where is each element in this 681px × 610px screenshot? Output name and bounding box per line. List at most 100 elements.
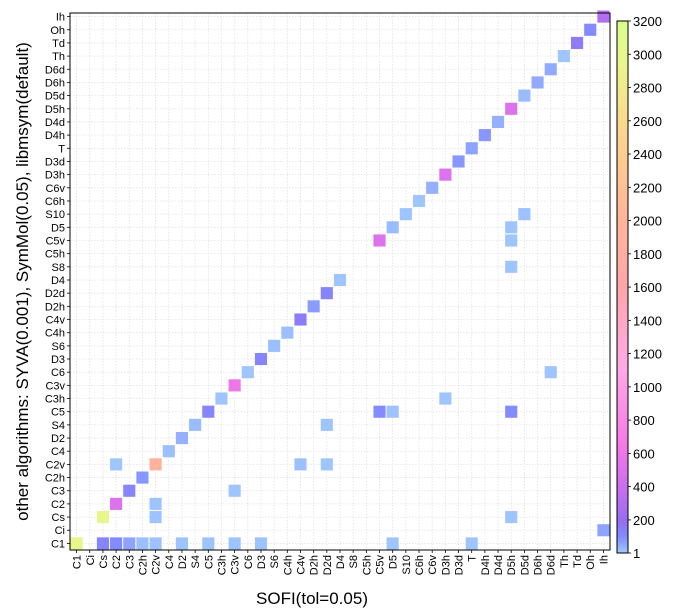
x-tick-label: D4h (480, 555, 492, 575)
heatmap-cell-D5h-C5v (505, 234, 518, 247)
colorbar-tick-label: 2800 (633, 81, 662, 96)
y-tick-label: C4v (45, 315, 65, 327)
x-tick-label: Th (559, 555, 571, 568)
y-tick-label: C6h (45, 196, 65, 208)
x-tick-label: C4v (295, 555, 307, 575)
y-tick-label: D2h (45, 301, 65, 313)
y-tick-label: T (58, 143, 65, 155)
y-tick-label: C3 (51, 486, 65, 498)
heatmap-cell-C2v-C2 (149, 497, 162, 510)
heatmap-cell-D5h-D5 (505, 221, 518, 234)
y-tick-label: C6v (45, 183, 65, 195)
x-tick-label: S4 (190, 555, 202, 568)
x-tick-label: C3v (230, 555, 242, 575)
y-tick-labels: C1CiCsC2C3C2hC2vC4D2S4C5C3hC3vC6D3S6C4hC… (45, 12, 70, 550)
x-tick-label: Ci (85, 555, 97, 565)
x-tick-label: Cs (98, 555, 110, 569)
x-axis-title: SOFI(tol=0.05) (256, 589, 368, 608)
colorbar-tick-label: 1200 (633, 347, 662, 362)
x-tick-label: S8 (348, 555, 360, 568)
heatmap-cell-D5-C5 (386, 405, 399, 418)
x-tick-label: Ih (598, 555, 610, 564)
heatmap-cell-C6h-C6h (412, 194, 426, 208)
y-tick-label: C3v (45, 380, 65, 392)
heatmap-cell-D4h-D4h (478, 129, 491, 142)
x-tick-label: D2h (309, 555, 321, 575)
x-tick-label: C2v (151, 555, 163, 575)
heatmap-cell-C3v-C1 (228, 537, 241, 550)
x-tick-label: C6h (414, 555, 426, 575)
heatmap-cell-D6d-D6d (544, 63, 557, 76)
colorbar-tick-label: 1800 (633, 247, 662, 262)
y-tick-label: Cs (52, 512, 66, 524)
heatmap-cell-Cs-C1 (96, 537, 109, 550)
colorbar-tick-label: 1600 (633, 280, 662, 295)
y-tick-label: Td (52, 38, 65, 50)
x-tick-label: D3h (440, 555, 452, 575)
x-tick-label: C3 (124, 555, 136, 569)
heatmap-cell-C3-C3 (123, 484, 136, 497)
heatmap-cell-T-T (465, 142, 478, 155)
y-tick-label: D6h (45, 77, 65, 89)
y-axis-title: other algorithms: SYVA(0.001), SymMol(0.… (13, 42, 32, 521)
x-tick-label: C4 (164, 555, 176, 569)
heatmap-cell-D3d-D3d (452, 155, 465, 168)
heatmap-cell-C3v-C3 (228, 484, 241, 497)
heatmap-cell-D6h-D6h (531, 76, 544, 89)
heatmap-cell-D2-C1 (175, 537, 189, 550)
x-tick-label: C2 (111, 555, 123, 569)
heatmap-cell-D2d-S4 (320, 418, 333, 431)
x-tick-label: D6h (533, 555, 545, 575)
colorbar-tick-label: 2600 (633, 114, 662, 129)
x-tick-label: D5d (519, 555, 531, 575)
heatmap-cell-D3h-C3h (439, 392, 452, 405)
colorbar-tick-label: 3000 (633, 47, 662, 62)
y-tick-label: S10 (45, 209, 65, 221)
y-tick-label: D3h (45, 170, 65, 182)
heatmap-cell-D5h-D5h (505, 102, 518, 115)
colorbar-tick-label: 600 (633, 446, 655, 461)
y-tick-label: D2d (45, 288, 65, 300)
y-tick-label: D6d (45, 64, 65, 76)
heatmap-cell-T-C1 (465, 537, 478, 550)
x-tick-label: C2h (137, 555, 149, 575)
y-tick-label: Ci (55, 525, 65, 537)
heatmap-cell-D6d-C6 (544, 366, 557, 379)
x-tick-label: D2d (322, 555, 334, 575)
colorbar-tick-label: 2200 (633, 180, 662, 195)
y-tick-label: D2 (51, 433, 65, 445)
heatmap-cell-Ih-Ci (597, 524, 610, 537)
y-tick-label: C3h (45, 394, 65, 406)
heatmap-cell-D5d-D5d (518, 89, 531, 102)
x-tick-label: D5h (506, 555, 518, 575)
colorbar-tick-label: 2000 (633, 214, 662, 229)
colorbar-tick-label: 2400 (633, 147, 662, 162)
y-tick-label: S4 (52, 420, 65, 432)
heatmap-cell-C4v-C4v (294, 313, 307, 326)
heatmap-cell-C5v-C5v (373, 234, 386, 247)
heatmap-cell-C5-C1 (202, 537, 215, 550)
colorbar-tick-label: 1000 (633, 380, 662, 395)
x-tick-label: D2 (177, 555, 189, 569)
x-tick-label: C3h (216, 555, 228, 575)
colorbar-tick-label: 1 (633, 546, 640, 561)
heatmap-cell-C2v-C1 (149, 537, 162, 550)
y-tick-label: C4 (51, 446, 65, 458)
grid-lines (70, 13, 610, 550)
heatmap-cell-Oh-Oh (584, 23, 597, 36)
heatmap-cell-D3h-D3h (439, 168, 452, 181)
heatmap-cell-D2d-C2v (320, 458, 333, 471)
heatmap-cell-C3h-C3h (215, 392, 228, 405)
x-tick-label: D3d (454, 555, 466, 575)
y-tick-label: C6 (51, 367, 65, 379)
heatmap-cell-D5-D5 (386, 221, 399, 234)
y-tick-label: C2 (51, 499, 65, 511)
heatmap-cell-D3-D3 (254, 352, 268, 366)
heatmap-cell-Ih-Ih (597, 10, 610, 23)
heatmap-cell-S4-S4 (189, 418, 202, 431)
heatmap-cell-D4-D4 (333, 273, 347, 287)
heatmap-cell-C4v-C2v (294, 458, 307, 471)
heatmap-cell-C4h-C4h (281, 326, 294, 339)
heatmap-cell-C2-C1 (110, 537, 123, 550)
